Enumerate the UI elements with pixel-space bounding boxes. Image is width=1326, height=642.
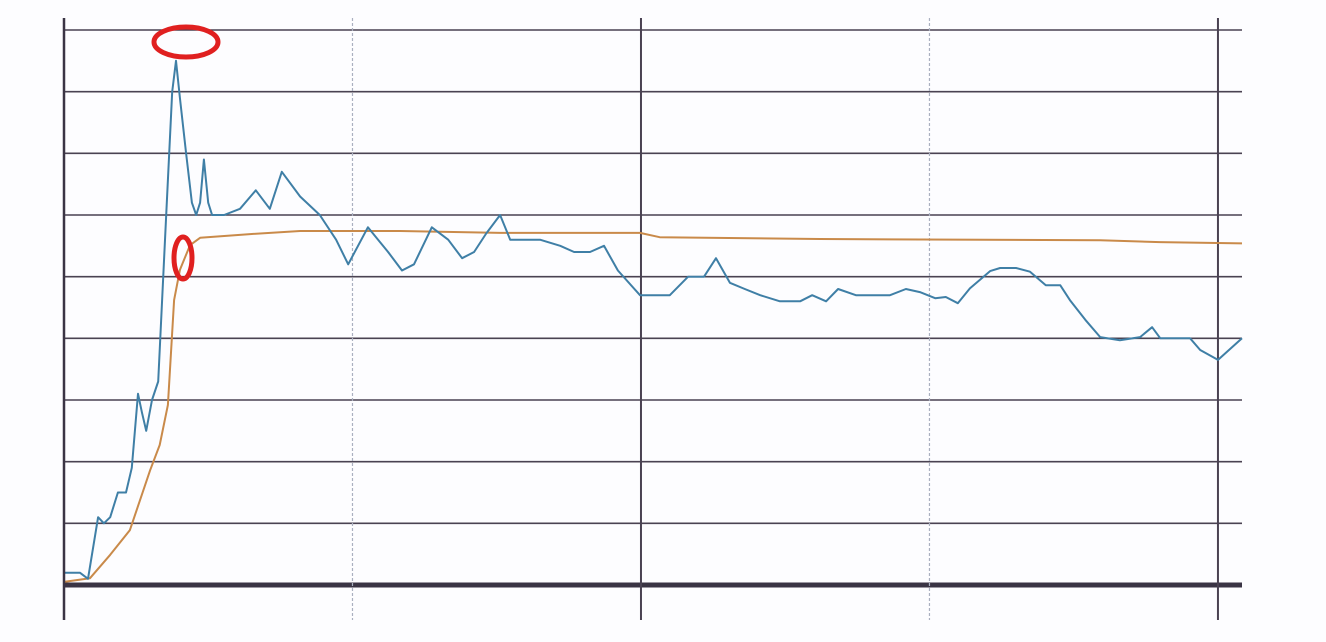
annotation-ellipse [151, 24, 221, 60]
lines [63, 59, 1243, 583]
data-line [64, 59, 1243, 580]
data-line [63, 230, 1243, 583]
grid [64, 18, 1242, 620]
annotation-ellipse [171, 234, 195, 282]
